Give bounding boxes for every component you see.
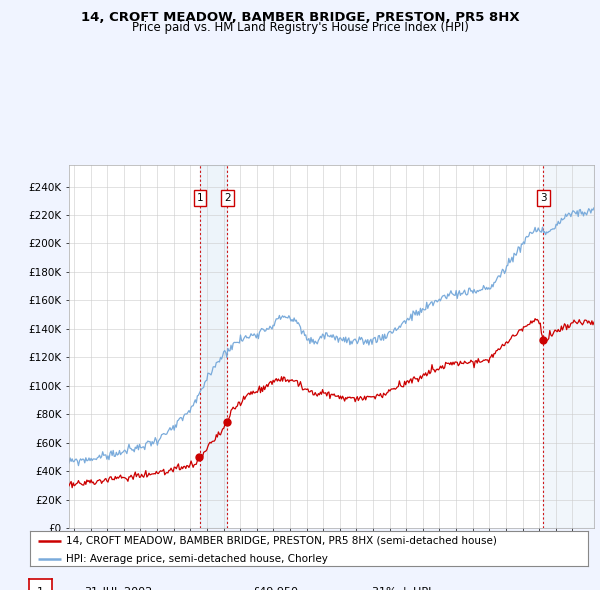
Text: 3: 3: [540, 193, 547, 203]
Text: 31-JUL-2002: 31-JUL-2002: [84, 587, 152, 590]
Text: Price paid vs. HM Land Registry's House Price Index (HPI): Price paid vs. HM Land Registry's House …: [131, 21, 469, 34]
Text: 1: 1: [37, 587, 44, 590]
Text: HPI: Average price, semi-detached house, Chorley: HPI: Average price, semi-detached house,…: [66, 553, 328, 563]
Bar: [544, 165, 594, 528]
Text: 14, CROFT MEADOW, BAMBER BRIDGE, PRESTON, PR5 8HX: 14, CROFT MEADOW, BAMBER BRIDGE, PRESTON…: [80, 11, 520, 24]
Text: £49,950: £49,950: [252, 587, 298, 590]
Text: 1: 1: [197, 193, 203, 203]
Bar: [200, 165, 227, 528]
Text: 2: 2: [224, 193, 230, 203]
Text: 14, CROFT MEADOW, BAMBER BRIDGE, PRESTON, PR5 8HX (semi-detached house): 14, CROFT MEADOW, BAMBER BRIDGE, PRESTON…: [66, 536, 497, 546]
Text: 31% ↓ HPI: 31% ↓ HPI: [372, 587, 431, 590]
